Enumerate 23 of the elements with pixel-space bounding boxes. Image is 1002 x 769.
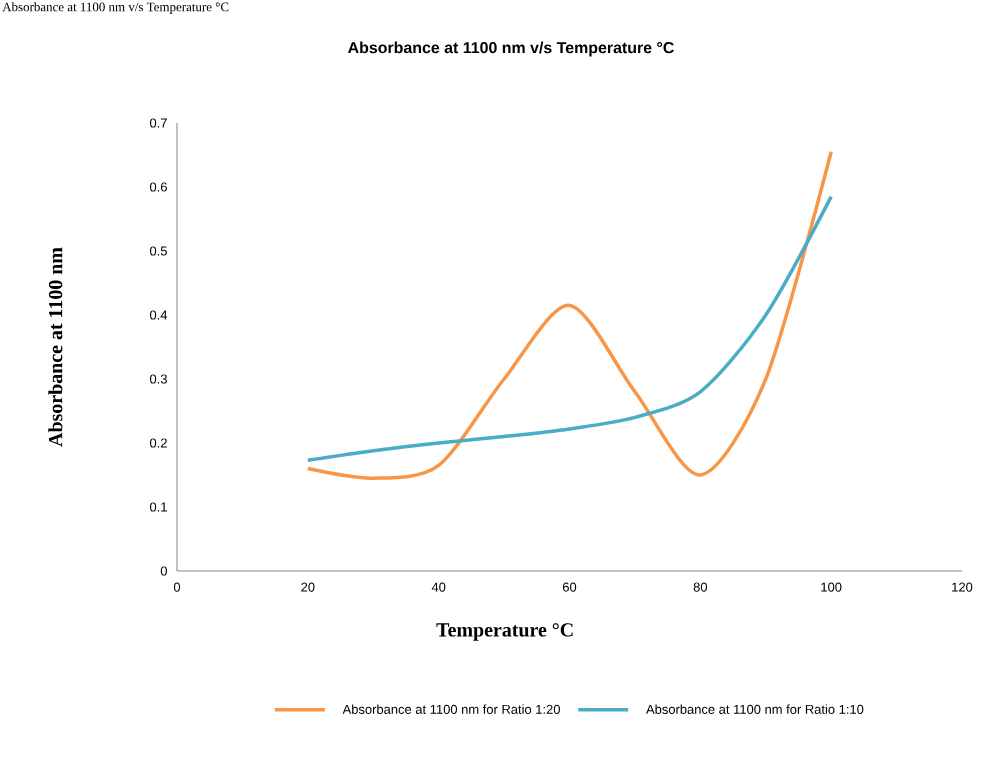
x-tick-label: 40 <box>431 582 446 592</box>
x-tick-label: 120 <box>952 582 973 592</box>
x-tick-label: 60 <box>562 582 577 592</box>
chart-title: Absorbance at 1100 nm v/s Temperature °C <box>348 41 674 57</box>
y-tick-label: 0.3 <box>149 374 167 384</box>
y-tick-label: 0.6 <box>149 182 167 192</box>
legend-label: Absorbance at 1100 nm for Ratio 1:20 <box>342 704 560 714</box>
legend-label: Absorbance at 1100 nm for Ratio 1:10 <box>646 704 864 714</box>
line-series <box>306 194 833 463</box>
x-tick-label: 0 <box>173 582 181 592</box>
y-tick-label: 0 <box>160 566 167 576</box>
y-tick-label: 0.2 <box>149 438 167 448</box>
y-tick-label: 0.5 <box>149 246 167 256</box>
x-tick-label: 80 <box>693 582 708 592</box>
y-axis-title: Absorbance at 1100 nm <box>48 247 63 447</box>
y-tick-label: 0.4 <box>149 310 168 320</box>
x-axis-title: Temperature °C <box>436 623 573 641</box>
x-tick-label: 100 <box>821 582 842 592</box>
x-tick-label: 20 <box>301 582 315 592</box>
text: Absorbance at 1100 nm v/s Temperature °C <box>2 2 229 14</box>
line-series <box>306 150 833 480</box>
y-tick-label: 0.7 <box>149 118 167 128</box>
y-tick-label: 0.1 <box>149 502 167 512</box>
